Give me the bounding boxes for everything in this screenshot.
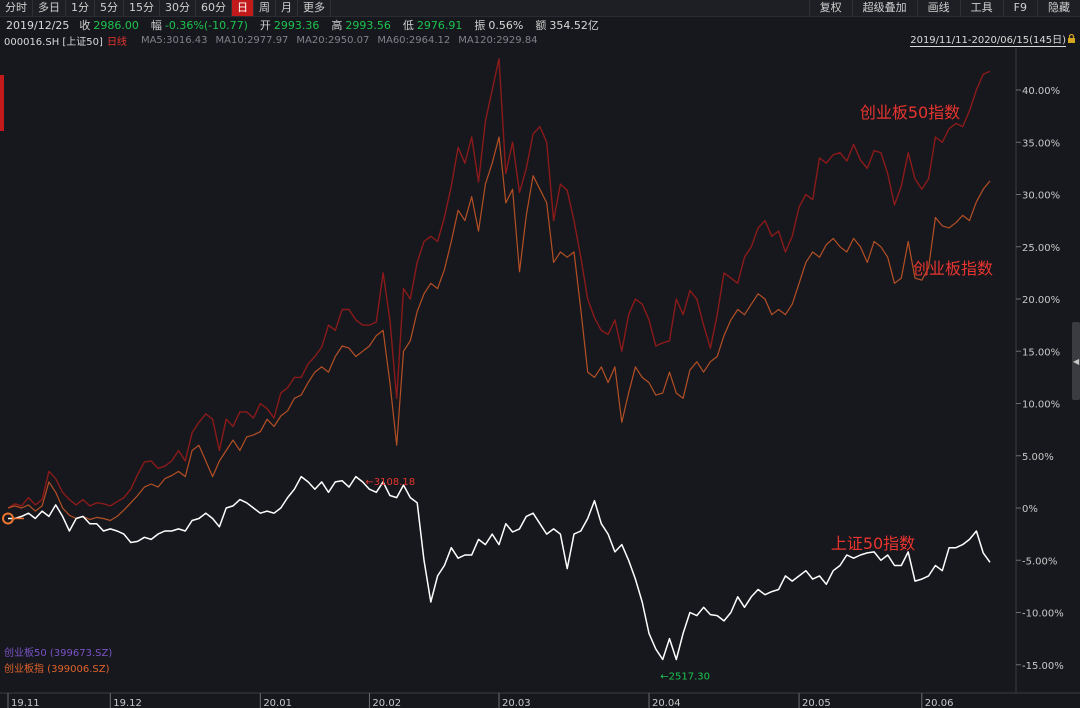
x-tick-label: 19.11 [11,698,40,708]
ma-indicator-row: 000016.SH [上证50] 日线 MA5:3016.43 MA10:297… [0,33,1080,48]
close-label: 收 [79,19,91,32]
collapse-arrow-icon[interactable]: ◀ [1073,357,1080,366]
y-tick-label: 10.00% [1022,400,1060,411]
y-tick-label: 0% [1022,504,1038,515]
y-tick-label: -10.00% [1022,609,1064,620]
tool-menu-item-0[interactable]: 复权 [808,0,852,16]
lock-icon[interactable] [1068,34,1075,43]
ma20-value: MA20:2950.07 [296,35,370,46]
tool-menu-item-2[interactable]: 画线 [916,0,960,16]
x-tick-label: 20.03 [502,698,531,708]
amount-label: 额 [535,19,547,32]
tool-menu: 复权 超级叠加 画线 工具 F9 隐藏 [808,0,1080,16]
open-label: 开 [259,19,271,32]
period-tab-5[interactable]: 30分 [160,0,196,16]
period-label: 日线 [106,37,127,48]
y-tick-label: 35.00% [1022,138,1060,149]
extreme-annotation: ←3108.18 [365,477,415,488]
x-tick-label: 20.04 [652,698,681,708]
series-label-cyb50: 创业板50指数 [860,103,960,122]
y-tick-label: 25.00% [1022,243,1060,254]
x-tick-label: 20.06 [925,698,954,708]
tool-menu-item-3[interactable]: 工具 [959,0,1003,16]
open-value: 2993.36 [273,18,320,32]
series-label-sz50: 上证50指数 [831,534,915,553]
period-tab-4[interactable]: 15分 [124,0,160,16]
y-tick-label: 5.00% [1022,452,1054,463]
change-value: -0.36%(-10.77) [164,18,248,32]
y-tick-label: 20.00% [1022,295,1060,306]
period-tabs: 分时 多日 1分 5分 15分 30分 60分日周月更多 [0,0,331,16]
period-tab-1[interactable]: 多日 [33,0,66,16]
low-label: 低 [402,19,414,32]
y-tick-label: -15.00% [1022,661,1064,672]
series-line-sz50 [8,475,991,661]
y-tick-label: -5.00% [1022,556,1057,567]
series-line-cyb50 [7,58,991,509]
quote-bar: 2019/12/25 收 2986.00 幅 -0.36%(-10.77) 开 … [0,17,1080,33]
amp-value: 0.56% [488,18,524,32]
high-label: 高 [331,19,343,32]
period-toolbar: 分时 多日 1分 5分 15分 30分 60分日周月更多 复权 超级叠加 画线 工具 F9 隐藏 [0,0,1080,17]
x-tick-label: 20.02 [372,698,401,708]
y-tick-label: 15.00% [1022,347,1060,358]
series-line-cyb [7,136,991,522]
period-tab-9[interactable]: 月 [276,0,298,16]
x-tick-label: 20.01 [263,698,292,708]
x-tick-label: 19.12 [113,698,142,708]
date-range[interactable]: 2019/11/11-2020/06/15(145日) [910,35,1066,47]
ma120-value: MA120:2929.84 [458,35,538,46]
tool-menu-item-4[interactable]: F9 [1002,0,1037,16]
tool-menu-item-5[interactable]: 隐藏 [1037,0,1080,16]
ma10-value: MA10:2977.97 [215,35,289,46]
y-tick-label: 40.00% [1022,86,1060,97]
period-tab-2[interactable]: 1分 [66,0,95,16]
ma5-value: MA5:3016.43 [140,35,208,46]
series-label-cyb: 创业板指数 [913,259,993,278]
scroll-handle[interactable] [1072,322,1080,400]
active-marker [0,75,4,131]
period-tab-7[interactable]: 日 [232,0,254,16]
legend-cyb[interactable]: 创业板指 (399006.SZ) [4,664,110,675]
amount-value: 354.52亿 [549,19,599,32]
period-tab-8[interactable]: 周 [254,0,276,16]
close-value: 2986.00 [93,18,139,32]
high-value: 2993.56 [345,18,391,32]
index-code: 000016.SH [上证50] [4,37,103,48]
x-tick-label: 20.05 [802,698,831,708]
low-value: 2976.91 [416,18,463,32]
period-tab-6[interactable]: 60分 [196,0,232,16]
quote-date: 2019/12/25 [6,18,70,32]
period-tab-10[interactable]: 更多 [298,0,331,16]
amp-label: 振 [474,19,486,32]
ma60-value: MA60:2964.12 [377,35,451,46]
period-tab-0[interactable]: 分时 [0,0,33,16]
legend-cyb50[interactable]: 创业板50 (399673.SZ) [4,648,113,659]
tool-menu-item-1[interactable]: 超级叠加 [851,0,917,16]
period-tab-3[interactable]: 5分 [95,0,124,16]
y-tick-label: 30.00% [1022,191,1060,202]
extreme-annotation: ←2517.30 [660,672,710,683]
change-label: 幅 [150,19,162,32]
